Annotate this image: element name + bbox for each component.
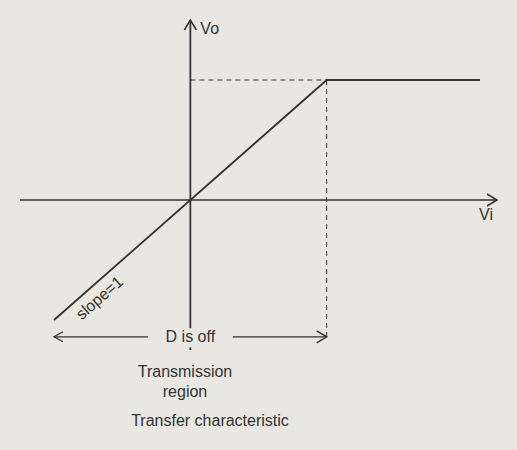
html-text:Transfer characteristic: Transfer characteristic (131, 412, 289, 429)
svg-text:Vi: Vi (479, 206, 493, 223)
svg-text:D is off: D is off (166, 328, 216, 345)
svg-text:Vo: Vo (200, 20, 219, 37)
svg-text:slope=1: slope=1 (72, 273, 126, 323)
html-text:Transmission region: Transmission region (137, 363, 233, 400)
